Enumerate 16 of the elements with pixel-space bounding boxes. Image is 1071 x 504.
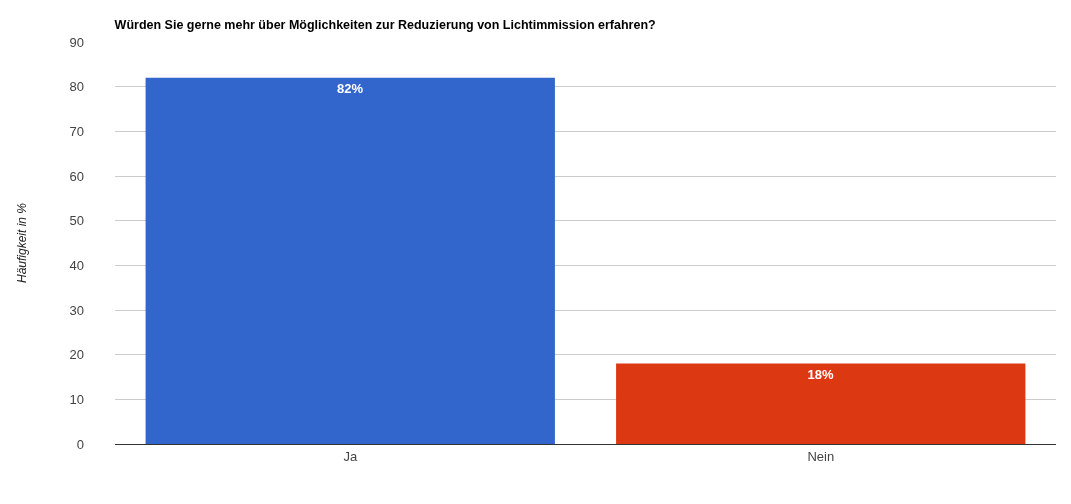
y-tick-label: 50 (69, 213, 84, 229)
y-tick-label: 0 (76, 436, 84, 452)
x-tick-label: Nein (807, 448, 835, 464)
y-tick-label: 80 (69, 79, 84, 95)
y-tick-label: 20 (69, 347, 84, 363)
x-tick-label: Ja (343, 448, 358, 464)
data-label: 18% (807, 366, 834, 382)
y-tick-label: 30 (69, 302, 84, 318)
y-tick-label: 60 (69, 168, 84, 184)
y-tick-label: 40 (69, 257, 84, 273)
data-label: 82% (337, 80, 364, 96)
y-tick-label: 90 (69, 34, 84, 50)
y-tick-label: 10 (69, 391, 84, 407)
chart-title: Würden Sie gerne mehr über Möglichkeiten zur Reduzierung von Lichtimmission erfahren? (114, 17, 656, 32)
y-tick-label: 70 (69, 123, 84, 139)
y-axis-title: Häufigkeit in % (14, 202, 29, 284)
